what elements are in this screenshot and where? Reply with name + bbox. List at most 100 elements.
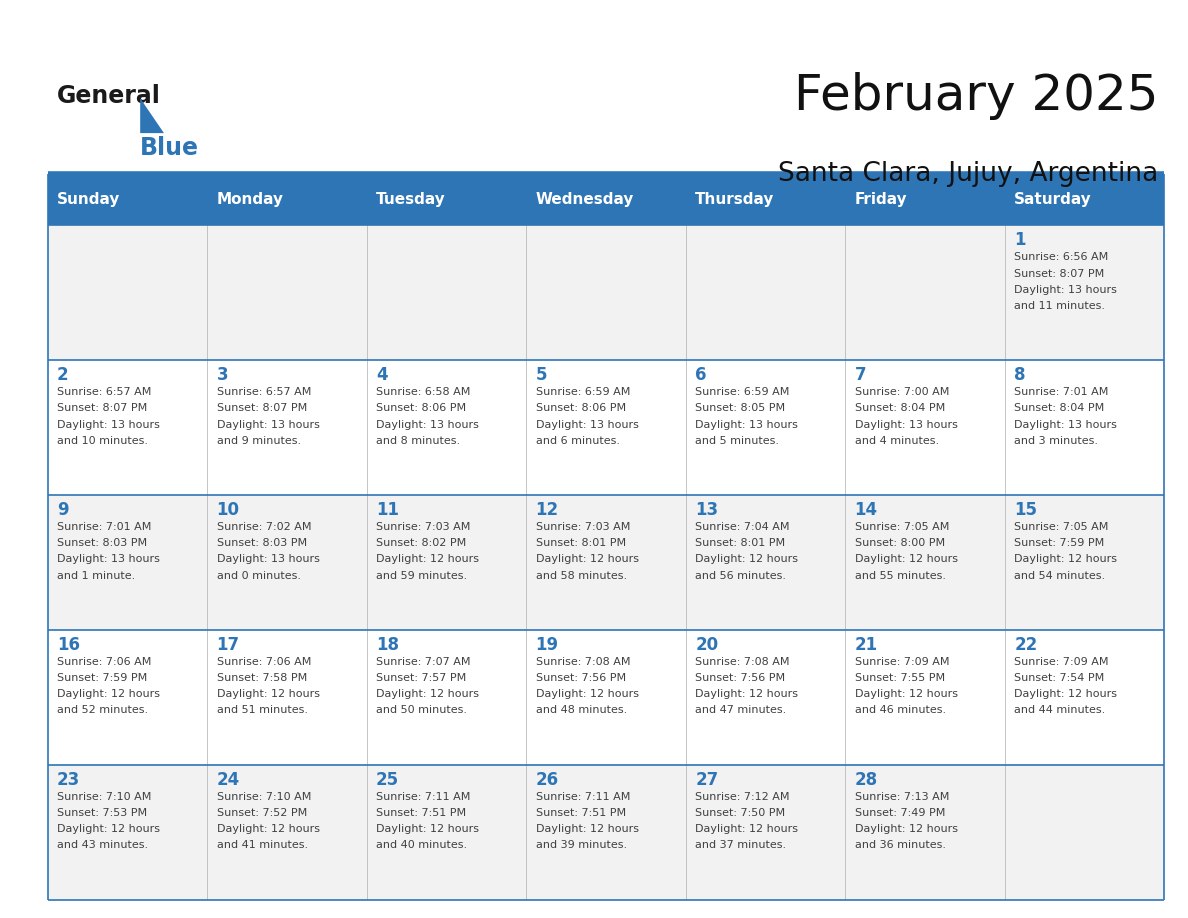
Text: Sunrise: 7:13 AM: Sunrise: 7:13 AM xyxy=(854,792,949,802)
Text: Daylight: 12 hours: Daylight: 12 hours xyxy=(57,689,160,700)
Text: 16: 16 xyxy=(57,636,80,655)
Text: 7: 7 xyxy=(854,366,866,385)
Text: Sunrise: 7:09 AM: Sunrise: 7:09 AM xyxy=(854,657,949,667)
Text: Sunrise: 7:10 AM: Sunrise: 7:10 AM xyxy=(57,792,151,802)
Text: Sunset: 8:00 PM: Sunset: 8:00 PM xyxy=(854,538,944,548)
Text: Sunrise: 6:57 AM: Sunrise: 6:57 AM xyxy=(216,387,311,397)
Text: and 47 minutes.: and 47 minutes. xyxy=(695,705,786,715)
Text: and 48 minutes.: and 48 minutes. xyxy=(536,705,627,715)
Text: 21: 21 xyxy=(854,636,878,655)
Text: and 52 minutes.: and 52 minutes. xyxy=(57,705,148,715)
Text: Sunset: 7:55 PM: Sunset: 7:55 PM xyxy=(854,673,944,683)
Text: Sunrise: 7:01 AM: Sunrise: 7:01 AM xyxy=(1015,387,1108,397)
Text: Sunset: 8:01 PM: Sunset: 8:01 PM xyxy=(695,538,785,548)
Text: Daylight: 13 hours: Daylight: 13 hours xyxy=(57,420,160,430)
Text: Sunrise: 7:07 AM: Sunrise: 7:07 AM xyxy=(377,657,470,667)
Text: 11: 11 xyxy=(377,501,399,520)
Bar xyxy=(207,174,367,225)
Text: Sunset: 7:59 PM: Sunset: 7:59 PM xyxy=(57,673,147,683)
Text: Daylight: 12 hours: Daylight: 12 hours xyxy=(216,689,320,700)
Text: Daylight: 13 hours: Daylight: 13 hours xyxy=(1015,285,1117,295)
Text: and 50 minutes.: and 50 minutes. xyxy=(377,705,467,715)
Text: and 4 minutes.: and 4 minutes. xyxy=(854,436,939,445)
Text: Daylight: 12 hours: Daylight: 12 hours xyxy=(536,554,639,565)
Text: Saturday: Saturday xyxy=(1015,192,1092,207)
Text: and 0 minutes.: and 0 minutes. xyxy=(216,570,301,580)
Text: Daylight: 12 hours: Daylight: 12 hours xyxy=(854,554,958,565)
Text: Sunrise: 7:00 AM: Sunrise: 7:00 AM xyxy=(854,387,949,397)
Text: Sunrise: 6:59 AM: Sunrise: 6:59 AM xyxy=(695,387,790,397)
Text: Daylight: 12 hours: Daylight: 12 hours xyxy=(1015,554,1117,565)
Text: 19: 19 xyxy=(536,636,558,655)
Text: 26: 26 xyxy=(536,771,558,789)
Text: 24: 24 xyxy=(216,771,240,789)
Text: Daylight: 13 hours: Daylight: 13 hours xyxy=(536,420,638,430)
Text: Sunset: 7:57 PM: Sunset: 7:57 PM xyxy=(377,673,467,683)
Text: Sunset: 7:51 PM: Sunset: 7:51 PM xyxy=(536,808,626,818)
Text: Sunrise: 6:56 AM: Sunrise: 6:56 AM xyxy=(1015,252,1108,263)
Text: Sunset: 7:56 PM: Sunset: 7:56 PM xyxy=(536,673,626,683)
Text: Sunset: 8:01 PM: Sunset: 8:01 PM xyxy=(536,538,626,548)
Text: Daylight: 13 hours: Daylight: 13 hours xyxy=(1015,420,1117,430)
Text: and 37 minutes.: and 37 minutes. xyxy=(695,841,786,850)
Text: Sunrise: 7:03 AM: Sunrise: 7:03 AM xyxy=(536,522,630,532)
Text: Sunset: 8:04 PM: Sunset: 8:04 PM xyxy=(1015,404,1105,413)
Text: Daylight: 13 hours: Daylight: 13 hours xyxy=(57,554,160,565)
Text: Daylight: 13 hours: Daylight: 13 hours xyxy=(216,554,320,565)
Text: Daylight: 13 hours: Daylight: 13 hours xyxy=(377,420,479,430)
Text: Sunrise: 7:06 AM: Sunrise: 7:06 AM xyxy=(57,657,151,667)
Text: Sunrise: 7:11 AM: Sunrise: 7:11 AM xyxy=(536,792,630,802)
Text: and 51 minutes.: and 51 minutes. xyxy=(216,705,308,715)
Text: Sunset: 8:06 PM: Sunset: 8:06 PM xyxy=(536,404,626,413)
Text: Daylight: 12 hours: Daylight: 12 hours xyxy=(536,824,639,834)
Text: 25: 25 xyxy=(377,771,399,789)
Text: and 5 minutes.: and 5 minutes. xyxy=(695,436,779,445)
Bar xyxy=(48,495,1164,630)
Bar xyxy=(48,174,207,225)
Text: 15: 15 xyxy=(1015,501,1037,520)
Text: and 10 minutes.: and 10 minutes. xyxy=(57,436,148,445)
Text: 3: 3 xyxy=(216,366,228,385)
Text: and 43 minutes.: and 43 minutes. xyxy=(57,841,148,850)
Bar xyxy=(1005,174,1164,225)
Text: and 39 minutes.: and 39 minutes. xyxy=(536,841,627,850)
Text: 6: 6 xyxy=(695,366,707,385)
Text: Sunrise: 6:59 AM: Sunrise: 6:59 AM xyxy=(536,387,630,397)
Text: Sunrise: 7:05 AM: Sunrise: 7:05 AM xyxy=(1015,522,1108,532)
Text: Sunrise: 6:58 AM: Sunrise: 6:58 AM xyxy=(377,387,470,397)
Text: Sunrise: 7:02 AM: Sunrise: 7:02 AM xyxy=(216,522,311,532)
Text: Daylight: 13 hours: Daylight: 13 hours xyxy=(854,420,958,430)
Text: Sunset: 8:04 PM: Sunset: 8:04 PM xyxy=(854,404,944,413)
Text: Sunset: 7:58 PM: Sunset: 7:58 PM xyxy=(216,673,307,683)
Text: February 2025: February 2025 xyxy=(794,73,1158,120)
Text: Daylight: 12 hours: Daylight: 12 hours xyxy=(377,689,479,700)
Text: Daylight: 12 hours: Daylight: 12 hours xyxy=(695,824,798,834)
Text: Sunset: 7:54 PM: Sunset: 7:54 PM xyxy=(1015,673,1105,683)
Text: Daylight: 12 hours: Daylight: 12 hours xyxy=(695,689,798,700)
Text: 1: 1 xyxy=(1015,231,1025,250)
Text: 17: 17 xyxy=(216,636,240,655)
Text: 8: 8 xyxy=(1015,366,1025,385)
Text: Daylight: 13 hours: Daylight: 13 hours xyxy=(216,420,320,430)
Text: 12: 12 xyxy=(536,501,558,520)
Text: 27: 27 xyxy=(695,771,719,789)
Bar xyxy=(367,174,526,225)
Text: Sunset: 7:51 PM: Sunset: 7:51 PM xyxy=(377,808,466,818)
Text: Daylight: 12 hours: Daylight: 12 hours xyxy=(216,824,320,834)
Text: Sunset: 8:02 PM: Sunset: 8:02 PM xyxy=(377,538,467,548)
Text: Sunrise: 7:01 AM: Sunrise: 7:01 AM xyxy=(57,522,151,532)
Text: and 56 minutes.: and 56 minutes. xyxy=(695,570,786,580)
Text: and 40 minutes.: and 40 minutes. xyxy=(377,841,467,850)
Bar xyxy=(48,765,1164,900)
Polygon shape xyxy=(140,98,164,133)
Text: Sunset: 8:06 PM: Sunset: 8:06 PM xyxy=(377,404,466,413)
Text: 5: 5 xyxy=(536,366,548,385)
Text: Sunset: 8:05 PM: Sunset: 8:05 PM xyxy=(695,404,785,413)
Text: Daylight: 12 hours: Daylight: 12 hours xyxy=(854,689,958,700)
Text: and 41 minutes.: and 41 minutes. xyxy=(216,841,308,850)
Text: and 36 minutes.: and 36 minutes. xyxy=(854,841,946,850)
Text: and 59 minutes.: and 59 minutes. xyxy=(377,570,467,580)
Text: and 46 minutes.: and 46 minutes. xyxy=(854,705,946,715)
Text: 18: 18 xyxy=(377,636,399,655)
Text: and 11 minutes.: and 11 minutes. xyxy=(1015,301,1105,310)
